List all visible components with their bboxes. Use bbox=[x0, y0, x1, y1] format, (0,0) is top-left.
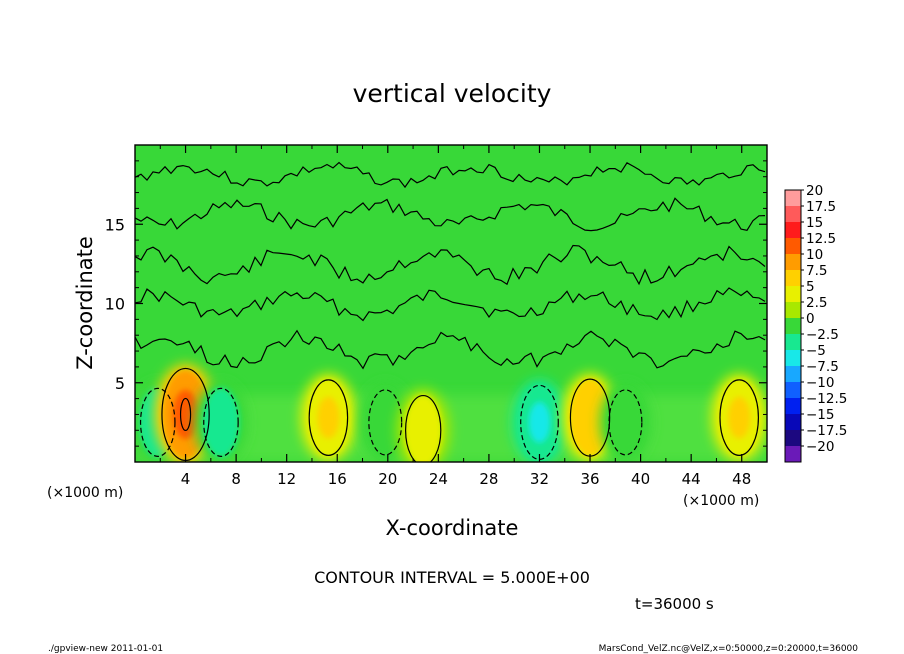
colorbar-swatch bbox=[785, 398, 801, 415]
colorbar-swatch bbox=[785, 446, 801, 463]
x-axis-label: X-coordinate bbox=[386, 516, 519, 540]
velocity-cell-core bbox=[317, 396, 340, 439]
y-axis: 5 10 15 bbox=[105, 160, 767, 447]
colorbar-swatch bbox=[785, 350, 801, 367]
y-tick-label: 5 bbox=[115, 374, 125, 393]
contour-line bbox=[608, 389, 643, 456]
velocity-cell bbox=[202, 387, 240, 458]
colorbar-swatch bbox=[785, 254, 801, 271]
colorbar-label: −2.5 bbox=[806, 327, 839, 343]
contour-line bbox=[135, 329, 766, 370]
colorbar-swatch bbox=[785, 238, 801, 255]
x-tick-label: 28 bbox=[479, 470, 498, 488]
colorbar-swatch bbox=[785, 430, 801, 447]
colorbar-frame bbox=[784, 189, 802, 463]
colorbar-swatch bbox=[785, 270, 801, 287]
footer-right: MarsCond_VelZ.nc@VelZ,x=0:50000,z=0:2000… bbox=[599, 644, 859, 654]
colorbar-label: 15 bbox=[806, 215, 823, 231]
colorbar-label: −7.5 bbox=[806, 359, 839, 375]
velocity-cell-core bbox=[728, 396, 751, 439]
colorbar-label: 12.5 bbox=[806, 231, 836, 247]
contour-line bbox=[135, 161, 766, 189]
velocity-cell bbox=[367, 388, 404, 456]
x-tick-label: 36 bbox=[580, 470, 599, 488]
colorbar-swatch bbox=[785, 366, 801, 383]
colorbar-label: 20 bbox=[806, 183, 823, 199]
x-tick-label: 8 bbox=[231, 470, 241, 488]
colorbar-swatch bbox=[785, 318, 801, 335]
contour-line bbox=[135, 197, 766, 232]
y-axis-label: Z-coordinate bbox=[73, 236, 97, 370]
colorbar-label: −5 bbox=[806, 343, 826, 359]
contour-line bbox=[308, 379, 349, 456]
contour-interval: CONTOUR INTERVAL = 5.000E+00 bbox=[314, 568, 590, 587]
contour-lines bbox=[135, 161, 766, 462]
time-annotation: t=36000 s bbox=[635, 595, 714, 613]
colorbar-label: −15 bbox=[806, 407, 835, 423]
colorbar-label: −20 bbox=[806, 439, 835, 455]
x-tick-label: 48 bbox=[732, 470, 751, 488]
contour-line bbox=[139, 387, 176, 457]
contour-line bbox=[404, 394, 442, 462]
colorbar-label: 0 bbox=[806, 311, 815, 327]
y-tick-label: 15 bbox=[105, 215, 125, 234]
velocity-cell bbox=[607, 388, 644, 456]
contour-line bbox=[203, 387, 239, 457]
y-tick-label: 10 bbox=[105, 295, 125, 314]
x-tick-label: 32 bbox=[530, 470, 549, 488]
x-tick-label: 40 bbox=[631, 470, 650, 488]
footer-left: ./gpview-new 2011-01-01 bbox=[48, 644, 163, 654]
colorbar-swatch bbox=[785, 206, 801, 223]
colorbar-label: 7.5 bbox=[806, 263, 827, 279]
velocity-cell-core bbox=[528, 401, 551, 443]
velocity-cell-core bbox=[578, 396, 602, 439]
x-tick-label: 12 bbox=[277, 470, 296, 488]
contour-line bbox=[368, 389, 403, 456]
x-unit-right: (×1000 m) bbox=[683, 493, 759, 509]
colorbar-swatch bbox=[785, 414, 801, 431]
contour-line bbox=[719, 379, 759, 456]
chart-title: vertical velocity bbox=[353, 79, 552, 108]
colorbar-label: 5 bbox=[806, 279, 815, 295]
x-tick-label: 4 bbox=[181, 470, 191, 488]
x-tick-label: 24 bbox=[429, 470, 448, 488]
plot-area bbox=[135, 145, 767, 462]
colorbar-swatch bbox=[785, 302, 801, 319]
colorbar-swatch bbox=[785, 222, 801, 239]
colorbar-swatch bbox=[785, 286, 801, 303]
colorbar-swatch bbox=[785, 382, 801, 399]
x-tick-label: 16 bbox=[328, 470, 347, 488]
colorbar-label: 10 bbox=[806, 247, 823, 263]
contour-line bbox=[179, 397, 192, 432]
velocity-cell-core bbox=[172, 390, 199, 439]
colorbar: 2017.51512.5107.552.50−2.5−5−7.5−10−12.5… bbox=[784, 183, 847, 463]
x-axis: 4 8 12 16 20 24 28 32 36 40 44 48 bbox=[159, 145, 751, 488]
velocity-cell bbox=[404, 394, 442, 462]
contour-line bbox=[135, 244, 766, 286]
colorbar-label: −10 bbox=[806, 375, 835, 391]
colorbar-label: −12.5 bbox=[806, 391, 847, 407]
colorbar-label: 17.5 bbox=[806, 199, 836, 215]
x-unit-left: (×1000 m) bbox=[47, 485, 123, 501]
colorbar-label: −17.5 bbox=[806, 423, 847, 439]
x-tick-label: 44 bbox=[682, 470, 701, 488]
colorbar-label: 2.5 bbox=[806, 295, 827, 311]
colorbar-swatch bbox=[785, 334, 801, 351]
x-tick-label: 20 bbox=[378, 470, 397, 488]
colorbar-swatch bbox=[785, 190, 801, 207]
contour-line bbox=[135, 287, 766, 322]
